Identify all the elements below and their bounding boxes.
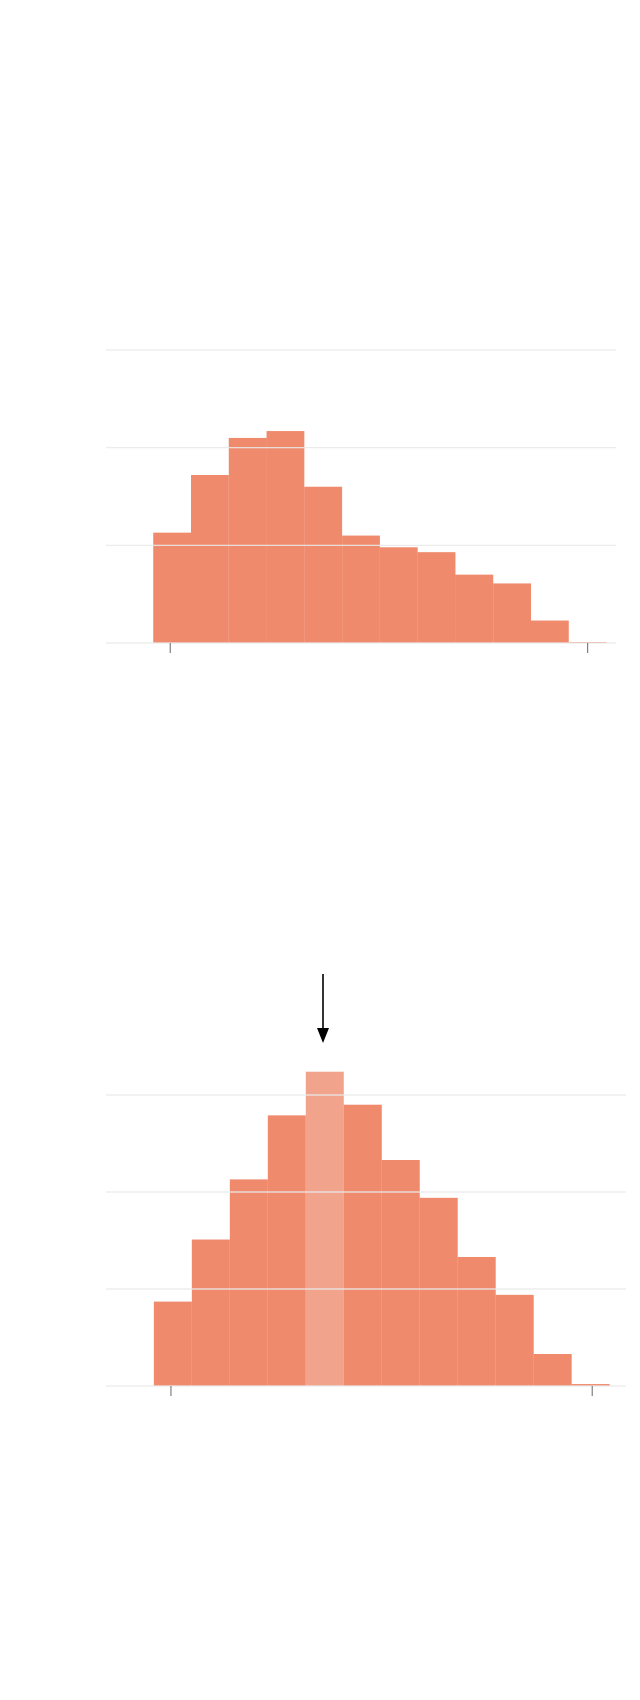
bar <box>457 1256 496 1386</box>
bar <box>266 431 305 643</box>
bar <box>153 1301 192 1386</box>
arrow-head <box>317 1028 329 1043</box>
bar <box>495 1294 534 1386</box>
bar <box>571 1384 610 1386</box>
bar <box>419 1197 458 1386</box>
bar <box>531 620 569 643</box>
bar <box>191 1239 230 1386</box>
bar <box>229 1179 268 1386</box>
highlighted-bar <box>305 1071 344 1386</box>
bar <box>455 574 494 643</box>
bar <box>342 535 380 643</box>
bar <box>153 532 191 643</box>
bar <box>228 437 267 643</box>
bar <box>533 1353 572 1386</box>
bar <box>343 1104 382 1386</box>
bar <box>304 486 343 643</box>
bar <box>379 547 418 643</box>
bar <box>381 1159 420 1386</box>
pointer-arrow <box>317 974 329 1043</box>
bar <box>267 1115 306 1386</box>
bar <box>493 583 531 643</box>
bar <box>417 552 456 643</box>
bar <box>191 475 229 643</box>
